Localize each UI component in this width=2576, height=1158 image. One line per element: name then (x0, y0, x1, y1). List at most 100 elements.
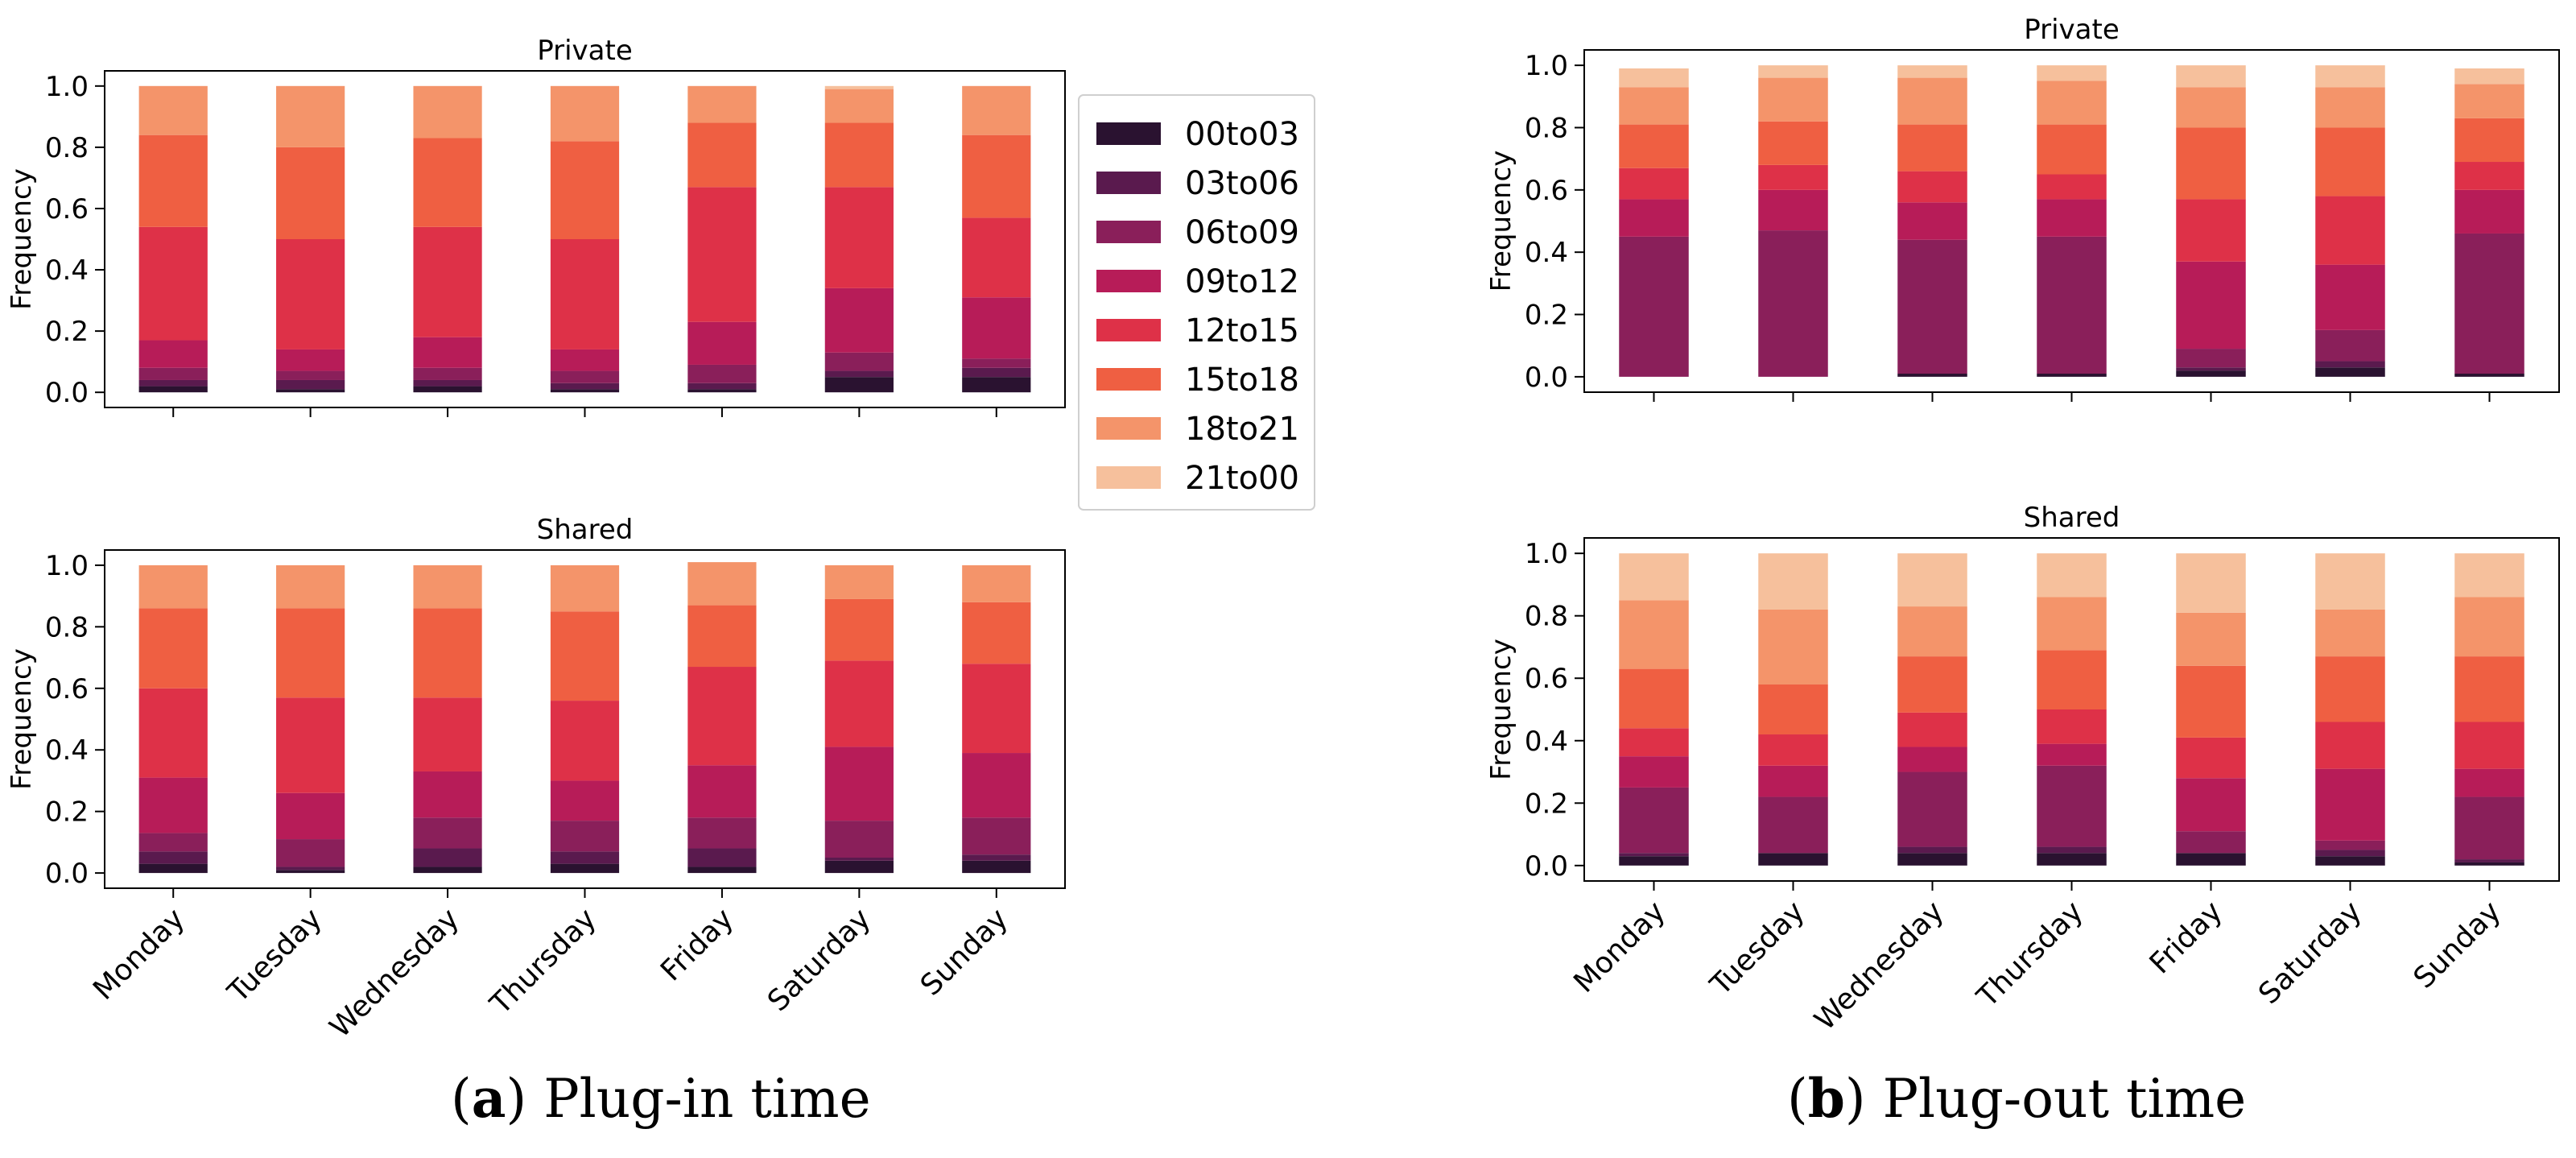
bar-wednesday-18to21 (1897, 606, 1967, 657)
bar-saturday-00to03 (2315, 367, 2385, 377)
bar-saturday-12to15 (824, 660, 894, 747)
bar-saturday-09to12 (824, 746, 894, 821)
bar-saturday-15to18 (2315, 127, 2385, 196)
x-tick-label-tuesday: Tuesday (221, 902, 328, 1009)
bar-friday-06to09 (687, 364, 757, 383)
bar-friday-18to21 (687, 85, 757, 123)
y-tick-label: 0.0 (45, 858, 89, 890)
bar-saturday-06to09 (824, 352, 894, 371)
bar-saturday-15to18 (2315, 656, 2385, 722)
bar-monday-00to03 (1619, 856, 1689, 866)
x-tick-label-monday: Monday (87, 902, 191, 1006)
bar-wednesday-21to00 (1897, 553, 1967, 607)
bar-thursday-18to21 (2037, 597, 2107, 651)
bar-friday-12to15 (687, 667, 757, 766)
bar-friday-18to21 (2176, 87, 2246, 128)
y-tick-label: 1.0 (1525, 538, 1568, 570)
bar-tuesday-18to21 (1758, 77, 1828, 122)
chart-panel-4: 0.0 0.2 0.4 0.6 0.8 1.0 Monday TuesdayWednesday… (1485, 502, 2560, 1037)
panel-title: Shared (537, 514, 634, 546)
bar-friday-03to06 (2176, 367, 2246, 371)
bar-sunday-12to15 (962, 217, 1031, 298)
legend-swatch-21to00 (1096, 466, 1161, 489)
bar-tuesday-12to15 (1758, 734, 1828, 766)
y-axis-label: Frequency (6, 648, 38, 790)
y-tick-label: 0.6 (1525, 175, 1568, 207)
legend-swatch-09to12 (1096, 270, 1161, 292)
bar-tuesday-18to21 (276, 85, 345, 147)
bar-friday-09to12 (687, 765, 757, 818)
x-tick-label-sunday: Sunday (914, 902, 1014, 1002)
legend-label-21to00: 21to00 (1185, 460, 1299, 497)
bar-saturday-12to15 (824, 187, 894, 288)
x-tick-label-saturday: Saturday (2252, 895, 2368, 1011)
bar-tuesday-21to00 (1758, 65, 1828, 78)
bar-monday-12to15 (1619, 167, 1689, 200)
bar-saturday-06to09 (2315, 840, 2385, 850)
y-tick-label: 0.4 (1525, 237, 1568, 269)
bar-thursday-03to06 (550, 383, 620, 390)
bar-sunday-15to18 (2454, 656, 2524, 722)
y-tick-label: 0.6 (1525, 663, 1568, 695)
bar-monday-12to15 (1619, 728, 1689, 757)
bar-tuesday-15to18 (276, 147, 345, 239)
bar-friday-09to12 (687, 321, 757, 365)
x-tick-label-wednesday: Wednesday (1808, 895, 1950, 1036)
chart-panel-1: 0.0 0.2 0.4 0.6 0.8 1.0 Private Frequency (6, 35, 1066, 417)
bar-saturday-03to06 (2315, 361, 2385, 368)
bar-sunday-06to09 (962, 358, 1031, 368)
y-tick-label: 0.2 (45, 316, 89, 348)
bar-thursday-09to12 (550, 780, 620, 821)
bar-thursday-21to00 (2037, 553, 2107, 598)
x-tick-label-saturday: Saturday (762, 902, 877, 1018)
bar-thursday-03to06 (2037, 846, 2107, 854)
bar-saturday-03to06 (824, 370, 894, 378)
legend: 00to03 03to06 06to09 09to12 12to15 15to18 18to… (1078, 94, 1315, 511)
bar-thursday-12to15 (550, 701, 620, 781)
bar-thursday-00to03 (2037, 853, 2107, 866)
bar-wednesday-06to09 (413, 367, 482, 380)
bar-sunday-18to21 (962, 85, 1031, 135)
bar-wednesday-15to18 (413, 608, 482, 698)
bar-sunday-06to09 (2454, 233, 2524, 374)
x-tick-label-sunday: Sunday (2408, 895, 2508, 995)
bar-sunday-09to12 (962, 297, 1031, 359)
bar-saturday-18to21 (824, 89, 894, 123)
bar-monday-21to00 (1619, 553, 1689, 601)
bar-sunday-12to15 (2454, 162, 2524, 190)
bar-monday-09to12 (1619, 199, 1689, 237)
legend-label-03to06: 03to06 (1185, 165, 1299, 202)
bar-tuesday-03to06 (276, 866, 345, 871)
bar-wednesday-00to03 (1897, 374, 1967, 377)
y-tick-label: 0.8 (1525, 601, 1568, 633)
bar-friday-18to21 (687, 562, 757, 606)
legend-swatch-12to15 (1096, 319, 1161, 341)
bar-tuesday-18to21 (276, 565, 345, 609)
y-tick-label: 0.4 (45, 254, 89, 287)
bar-friday-06to09 (2176, 831, 2246, 854)
bar-wednesday-09to12 (1897, 202, 1967, 240)
bar-sunday-06to09 (962, 817, 1031, 855)
bar-monday-03to06 (138, 851, 208, 864)
x-tick-label-thursday: Thursday (1971, 895, 2090, 1014)
bar-tuesday-12to15 (276, 239, 345, 349)
bar-thursday-12to15 (2037, 709, 2107, 744)
bar-monday-00to03 (138, 863, 208, 874)
bar-sunday-03to06 (2454, 859, 2524, 862)
bar-saturday-09to12 (2315, 768, 2385, 841)
y-axis-label: Frequency (1485, 639, 1517, 780)
legend-label-00to03: 00to03 (1185, 116, 1299, 153)
bar-monday-12to15 (138, 688, 208, 778)
bar-wednesday-09to12 (413, 337, 482, 368)
bar-wednesday-18to21 (413, 85, 482, 139)
panel-title: Private (2024, 14, 2120, 46)
y-tick-label: 0.2 (1525, 788, 1568, 820)
y-tick-label: 1.0 (45, 71, 89, 103)
bar-sunday-21to00 (2454, 553, 2524, 598)
bar-saturday-00to03 (824, 377, 894, 393)
panel-title: Private (537, 35, 633, 67)
bar-wednesday-03to06 (1897, 846, 1967, 854)
legend-swatch-18to21 (1096, 417, 1161, 440)
caption-b-text: Plug-out time (1865, 1068, 2247, 1130)
bar-sunday-03to06 (962, 367, 1031, 378)
